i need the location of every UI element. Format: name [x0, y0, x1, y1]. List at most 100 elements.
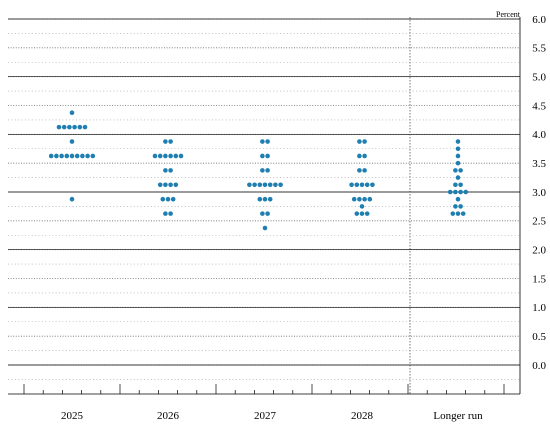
y-tick-label: 4.5 [532, 100, 546, 112]
projection-dot [74, 153, 80, 159]
projection-dot [262, 225, 268, 231]
projection-dot [362, 153, 367, 159]
projection-dot [157, 182, 163, 188]
projection-dot [168, 139, 173, 144]
projection-dot [455, 146, 461, 152]
projection-dot [349, 182, 354, 188]
projection-dot [67, 124, 72, 130]
projection-dot [359, 182, 365, 188]
projection-dot [278, 182, 283, 188]
projection-dot [460, 211, 466, 216]
y-tick-label: 3.0 [532, 187, 546, 199]
y-tick-label: 2.5 [532, 216, 546, 228]
projection-dot [453, 189, 458, 195]
projection-dot [455, 160, 461, 166]
projection-dot [59, 153, 64, 159]
projection-dot [458, 189, 463, 195]
projection-dot [90, 153, 96, 159]
projection-dot [173, 153, 179, 159]
projection-dot [265, 211, 270, 216]
projection-dot [447, 189, 453, 195]
x-category-label: 2025 [61, 410, 84, 422]
projection-dot [163, 153, 168, 159]
y-tick-label: 1.0 [532, 302, 546, 314]
projection-dot [80, 153, 85, 159]
projection-dot [364, 182, 370, 188]
projection-dot [453, 182, 458, 188]
projection-dot [453, 204, 458, 209]
projection-dot [257, 182, 263, 188]
projection-dot [267, 196, 273, 202]
y-tick-label: 3.5 [532, 158, 546, 170]
x-category-label: 2027 [254, 410, 277, 422]
projection-dot [72, 124, 77, 130]
y-tick-label: 0.0 [532, 360, 546, 372]
projection-dot [260, 168, 265, 173]
y-tick-label: 4.0 [532, 129, 546, 141]
projection-dot [357, 153, 362, 159]
projection-dot [160, 196, 166, 202]
projection-dot [85, 153, 90, 159]
unit-label: Percent [496, 10, 521, 19]
projection-dot [359, 211, 365, 216]
projection-dot [260, 139, 265, 144]
projection-dot [77, 124, 83, 130]
projection-dot [362, 168, 367, 173]
projection-dot [260, 211, 265, 216]
projection-dot [163, 168, 168, 173]
projection-dot [168, 211, 173, 216]
projection-dot [257, 196, 263, 202]
projection-dot [367, 196, 373, 202]
y-tick-label: 6.0 [532, 14, 546, 26]
projection-dot [364, 211, 370, 216]
projection-dot [69, 153, 75, 159]
projection-dot [163, 182, 168, 188]
projection-dot [357, 168, 362, 173]
projection-dot [82, 124, 88, 130]
y-tick-label: 1.5 [532, 273, 546, 285]
projection-dot [265, 139, 270, 144]
projection-dot [354, 182, 360, 188]
projection-dot [455, 175, 461, 180]
projection-dot [165, 196, 171, 202]
projection-dot [69, 110, 75, 116]
projection-dot [168, 182, 173, 188]
projection-dot [163, 139, 168, 144]
x-category-label: 2026 [157, 410, 180, 422]
projection-dot [273, 182, 278, 188]
projection-dot [69, 139, 75, 144]
dots-layer [48, 110, 469, 231]
projection-dot [56, 124, 62, 130]
projection-dot [178, 153, 184, 159]
projection-dot [455, 139, 461, 144]
projection-dot [265, 168, 270, 173]
projection-dot [170, 196, 176, 202]
label-layer: Percent 6.0 5.5 5.0 4.5 4.0 3.5 3.0 2.5 2.0 1.5 1.… [61, 10, 547, 422]
projection-dot [455, 153, 461, 159]
projection-dot [262, 182, 268, 188]
y-tick-label: 2.0 [532, 244, 546, 256]
projection-dot [48, 153, 54, 159]
y-tick-label: 0.5 [532, 331, 546, 343]
projection-dot [370, 182, 375, 188]
grid-layer [8, 18, 520, 380]
projection-dot [265, 153, 270, 159]
projection-dot [357, 139, 362, 144]
projection-dot [362, 196, 367, 202]
y-tick-label: 5.5 [532, 43, 546, 55]
projection-dot [455, 196, 461, 202]
projection-dot [262, 196, 268, 202]
projection-dot [357, 196, 362, 202]
projection-dot [458, 168, 463, 173]
projection-dot [267, 182, 273, 188]
projection-dot [168, 168, 173, 173]
x-category-label: 2028 [351, 410, 374, 422]
axis-layer [8, 17, 521, 395]
projection-dot [453, 168, 458, 173]
projection-dot [463, 189, 469, 195]
projection-dot [260, 153, 265, 159]
projection-dot [362, 139, 367, 144]
projection-dot [351, 196, 357, 202]
